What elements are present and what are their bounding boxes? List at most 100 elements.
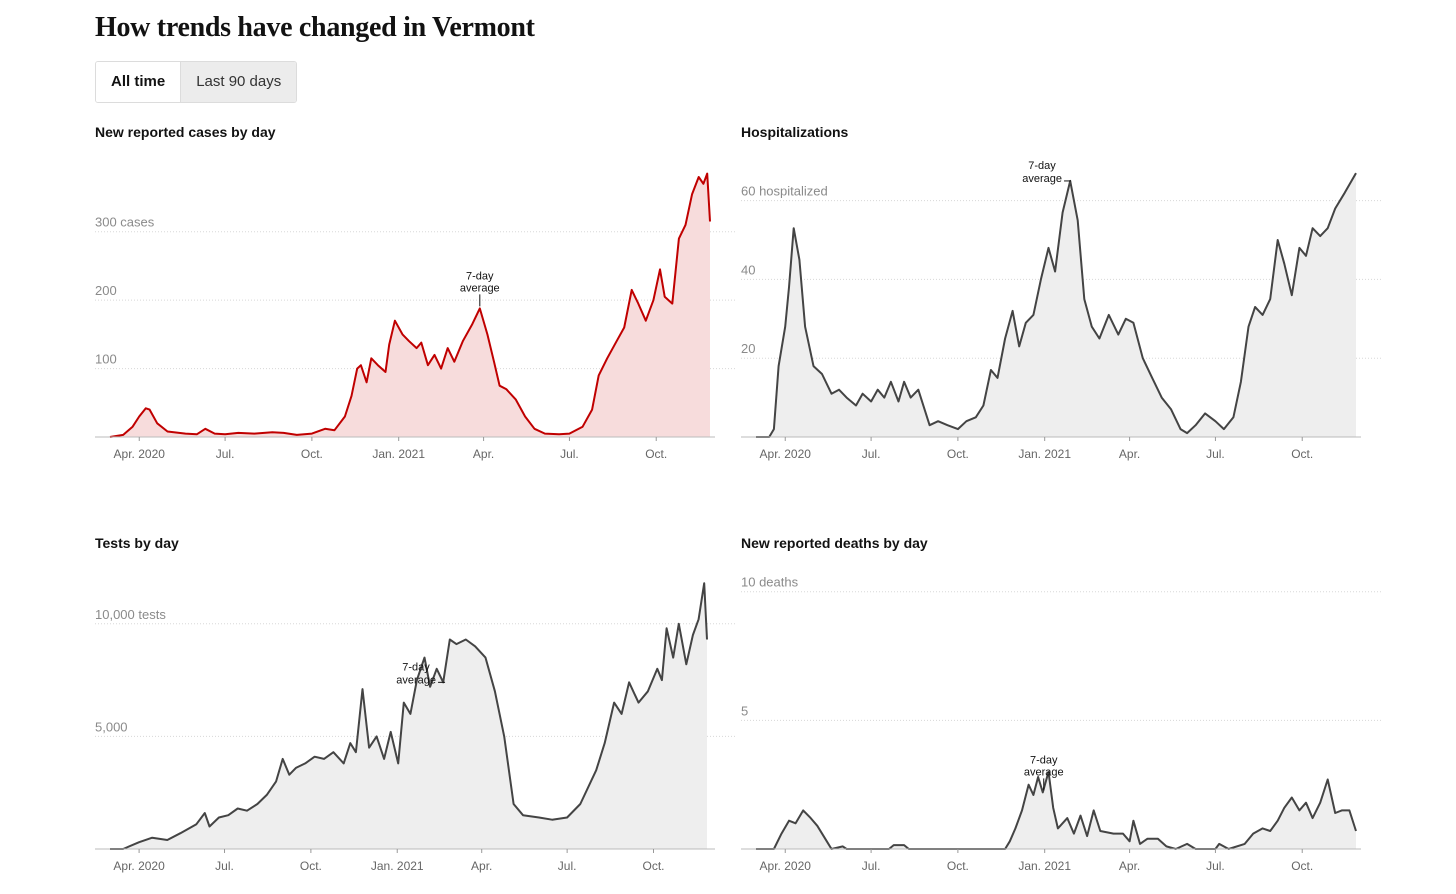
hospitalizations-y-tick-label: 20 [741, 341, 755, 356]
cases-y-tick: 100 [95, 352, 735, 370]
deaths-x-tick: Jan. 2021 [1018, 849, 1071, 873]
annotation-line2: average [1022, 173, 1062, 185]
tests-x-tick-label: Apr. [471, 859, 492, 873]
annotation-line2: average [1024, 766, 1064, 778]
deaths-area [756, 771, 1356, 849]
hospitalizations-x-tick: Oct. [1291, 437, 1313, 461]
deaths-x-tick: Apr. 2020 [760, 849, 812, 873]
annotation-line1: 7-day [402, 661, 430, 673]
hospitalizations-y-tick: 40 [741, 262, 1381, 280]
hospitalizations-chart: 20 40 60 hospitalized Apr. 2020 Jul. Oct. Jan.… [741, 160, 1381, 461]
last-90-days-button[interactable]: Last 90 days [180, 62, 297, 102]
tests-y-tick-label: 5,000 [95, 719, 128, 734]
hospitalizations-x-tick: Jul. [1206, 437, 1225, 461]
cases-chart: 100 200 300 cases Apr. 2020 Jul. Oct. Jan. 202… [95, 172, 735, 461]
annotation-line2: average [396, 674, 436, 686]
tests-x-tick-label: Jan. 2021 [371, 859, 424, 873]
hospitalizations-x-tick: Apr. 2020 [760, 437, 812, 461]
hospitalizations-x-tick-label: Jul. [862, 447, 881, 461]
hospitalizations-x-tick-label: Jul. [1206, 447, 1225, 461]
deaths-chart-title: New reported deaths by day [741, 535, 928, 551]
tests-x-tick: Apr. 2020 [113, 849, 165, 873]
hospitalizations-area [756, 173, 1356, 437]
cases-x-tick-label: Oct. [301, 447, 323, 461]
hospitalizations-y-tick-label: 60 hospitalized [741, 184, 828, 199]
tests-x-tick: Jul. [558, 849, 576, 873]
tests-x-tick-label: Apr. 2020 [113, 859, 165, 873]
page-title: How trends have changed in Vermont [95, 12, 535, 43]
hospitalizations-chart-title: Hospitalizations [741, 124, 849, 140]
cases-x-tick-label: Jul. [216, 447, 235, 461]
hospitalizations-x-tick: Apr. [1119, 437, 1140, 461]
deaths-x-tick: Apr. [1119, 849, 1140, 873]
hospitalizations-y-tick-label: 40 [741, 262, 755, 277]
cases-x-tick: Jul. [560, 437, 579, 461]
cases-y-tick-label: 300 cases [95, 215, 155, 230]
cases-x-tick: Apr. 2020 [114, 437, 166, 461]
annotation-line2: average [460, 282, 500, 294]
cases-chart-title: New reported cases by day [95, 124, 276, 140]
cases-chart-panel: New reported cases by day 100 200 300 case… [95, 124, 735, 474]
deaths-x-tick-label: Apr. [1119, 859, 1140, 873]
annotation-line1: 7-day [1028, 160, 1056, 172]
deaths-x-tick-label: Oct. [947, 859, 969, 873]
deaths-x-tick: Jul. [1206, 849, 1225, 873]
hospitalizations-y-tick: 20 [741, 341, 1381, 359]
tests-x-tick: Oct. [642, 849, 665, 873]
deaths-x-tick-label: Jul. [1206, 859, 1225, 873]
cases-x-tick-label: Oct. [645, 447, 667, 461]
tests-x-tick: Jul. [215, 849, 234, 873]
hospitalizations-x-tick: Jul. [862, 437, 881, 461]
hospitalizations-y-tick: 60 hospitalized [741, 184, 1381, 202]
annotation-line1: 7-day [1030, 754, 1058, 766]
tests-x-tick-label: Jul. [215, 859, 234, 873]
deaths-x-tick: Jul. [862, 849, 881, 873]
tests-x-tick-label: Oct. [642, 859, 664, 873]
time-range-toggle: All time Last 90 days [95, 61, 298, 103]
tests-chart-panel: Tests by day 5,000 10,000 tests Apr. 2020 J… [95, 535, 735, 885]
tests-series-line [110, 582, 708, 850]
cases-x-tick-label: Jul. [560, 447, 579, 461]
deaths-x-tick-label: Jan. 2021 [1018, 859, 1071, 873]
hospitalizations-x-tick-label: Oct. [947, 447, 969, 461]
cases-series-line [109, 172, 711, 438]
hospitalizations-chart-panel: Hospitalizations 20 40 60 hospitalized Apr.… [741, 124, 1381, 474]
hospitalizations-series-line [756, 172, 1357, 438]
annotation-line1: 7-day [466, 270, 494, 282]
tests-chart: 5,000 10,000 tests Apr. 2020 Jul. Oct. Jan. 2… [95, 582, 735, 873]
tests-y-tick: 10,000 tests [95, 607, 735, 625]
hospitalizations-x-tick-label: Apr. 2020 [760, 447, 812, 461]
cases-x-tick-label: Apr. 2020 [114, 447, 166, 461]
hospitalizations-x-tick: Jan. 2021 [1018, 437, 1071, 461]
deaths-chart-panel: New reported deaths by day 5 10 deaths Apr… [741, 535, 1381, 885]
deaths-chart: 5 10 deaths Apr. 2020 Jul. Oct. Jan. 2021 Apr.… [741, 575, 1381, 873]
tests-x-tick: Oct. [300, 849, 322, 873]
deaths-x-tick: Oct. [1291, 849, 1313, 873]
cases-x-tick-label: Apr. [473, 447, 494, 461]
cases-area [110, 173, 710, 437]
cases-x-tick: Jul. [216, 437, 235, 461]
deaths-series-line [756, 770, 1357, 850]
cases-x-tick: Apr. [473, 437, 494, 461]
tests-y-tick: 5,000 [95, 719, 735, 737]
cases-y-tick: 300 cases [95, 215, 735, 233]
cases-x-tick: Oct. [301, 437, 323, 461]
deaths-y-tick-label: 5 [741, 703, 748, 718]
tests-x-tick: Apr. [471, 849, 492, 873]
cases-y-tick: 200 [95, 283, 735, 301]
hospitalizations-x-tick-label: Oct. [1291, 447, 1313, 461]
tests-x-tick: Jan. 2021 [371, 849, 424, 873]
deaths-x-tick-label: Jul. [862, 859, 881, 873]
all-time-button[interactable]: All time [96, 62, 181, 102]
cases-x-tick: Oct. [645, 437, 667, 461]
cases-x-tick-label: Jan. 2021 [372, 447, 425, 461]
deaths-x-tick-label: Oct. [1291, 859, 1313, 873]
hospitalizations-x-tick-label: Jan. 2021 [1018, 447, 1071, 461]
deaths-y-tick-label: 10 deaths [741, 575, 799, 590]
hospitalizations-x-tick-label: Apr. [1119, 447, 1140, 461]
deaths-x-tick-label: Apr. 2020 [760, 859, 812, 873]
